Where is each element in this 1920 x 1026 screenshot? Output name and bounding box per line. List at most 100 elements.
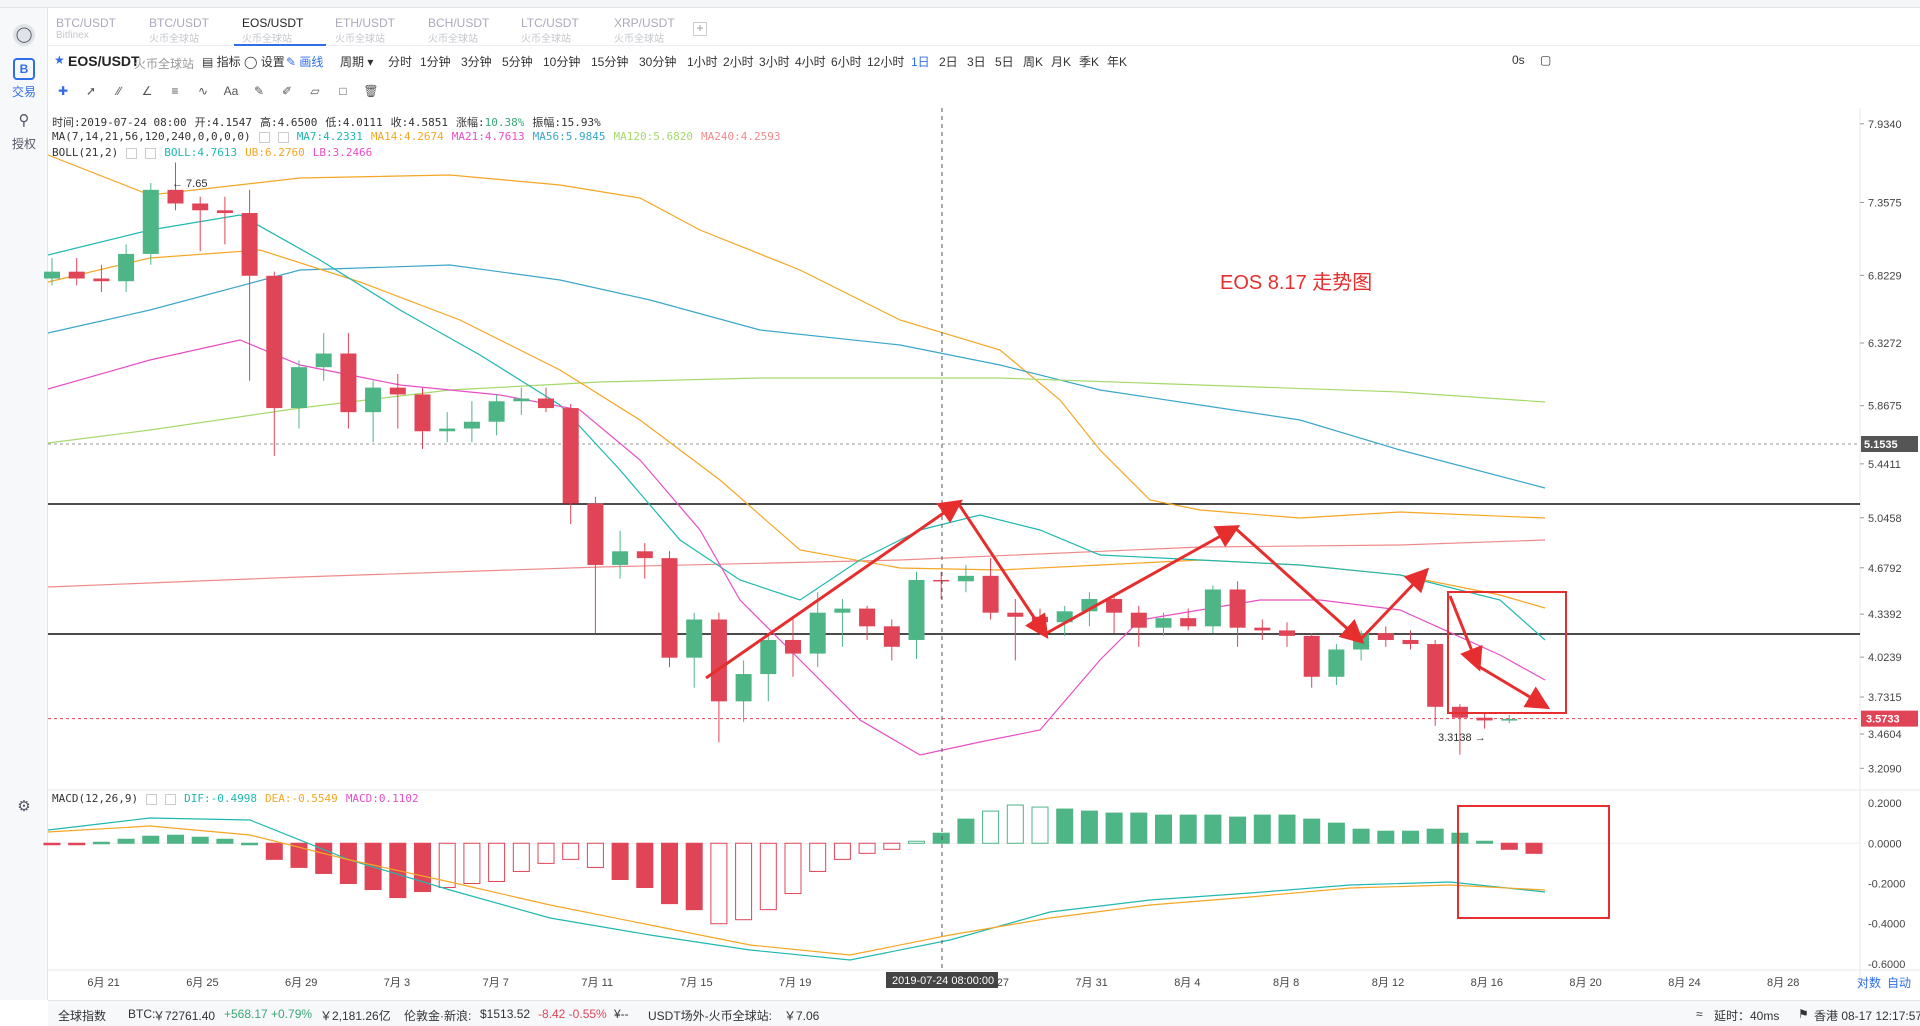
highlight-box-macd[interactable] bbox=[1457, 805, 1610, 919]
candle-body[interactable] bbox=[538, 398, 554, 409]
tab-eos-usdt-2[interactable]: EOS/USDT 火币全球站 bbox=[234, 10, 326, 46]
period-0[interactable]: 分时 bbox=[388, 55, 413, 69]
candle-body[interactable] bbox=[118, 253, 135, 282]
candle-body[interactable] bbox=[439, 428, 456, 432]
candle-body[interactable] bbox=[908, 579, 925, 640]
candle-body[interactable] bbox=[93, 278, 110, 282]
candle-body[interactable] bbox=[266, 275, 283, 409]
settings-button[interactable]: ◯ 设置 bbox=[244, 55, 285, 69]
period-6[interactable]: 30分钟 bbox=[639, 55, 677, 69]
candle-body[interactable] bbox=[1229, 589, 1246, 628]
candle-body[interactable] bbox=[686, 619, 703, 658]
candle-body[interactable] bbox=[463, 421, 480, 429]
candle-body[interactable] bbox=[1056, 611, 1073, 623]
candle-body[interactable] bbox=[241, 213, 258, 276]
add-tab-button[interactable]: + bbox=[693, 22, 707, 36]
period-14[interactable]: 2日 bbox=[939, 55, 958, 69]
candle-body[interactable] bbox=[389, 387, 406, 395]
period-13[interactable]: 1日 bbox=[911, 55, 930, 69]
candle-body[interactable] bbox=[785, 639, 801, 654]
candle-body[interactable] bbox=[1130, 612, 1147, 628]
trend-arrow[interactable] bbox=[1233, 526, 1365, 645]
candle-body[interactable] bbox=[982, 575, 999, 613]
candle-body[interactable] bbox=[933, 579, 950, 582]
candle-body[interactable] bbox=[1279, 630, 1295, 636]
candle-body[interactable] bbox=[760, 639, 777, 675]
period-15[interactable]: 3日 bbox=[967, 55, 986, 69]
parallel-lines-icon[interactable]: ∕∕ bbox=[116, 84, 121, 98]
magnet-icon[interactable]: ▱ bbox=[310, 84, 320, 98]
candle-body[interactable] bbox=[291, 367, 307, 409]
candle-body[interactable] bbox=[68, 271, 85, 279]
crosshair-icon[interactable]: ✚ bbox=[57, 84, 69, 98]
candle-body[interactable] bbox=[587, 503, 604, 565]
tab-bch-usdt-4[interactable]: BCH/USDT 火币全球站 bbox=[420, 10, 512, 46]
candle-body[interactable] bbox=[661, 558, 678, 658]
candle-body[interactable] bbox=[1155, 618, 1172, 628]
period-20[interactable]: 年K bbox=[1107, 55, 1128, 69]
candle-body[interactable] bbox=[1007, 612, 1024, 617]
boll-eye-icon[interactable] bbox=[126, 147, 138, 159]
candle-body[interactable] bbox=[513, 398, 530, 402]
candle-body[interactable] bbox=[1501, 719, 1518, 721]
candle-body[interactable] bbox=[735, 674, 752, 702]
candle-body[interactable] bbox=[1328, 649, 1345, 677]
boll-close-icon[interactable] bbox=[145, 147, 157, 159]
candle-body[interactable] bbox=[1402, 639, 1419, 645]
tab-xrp-usdt-6[interactable]: XRP/USDT 火币全球站 bbox=[606, 10, 698, 46]
period-18[interactable]: 月K bbox=[1051, 55, 1072, 69]
lock-icon[interactable]: □ bbox=[339, 84, 347, 98]
trendline-icon[interactable]: ➚ bbox=[85, 84, 97, 98]
fibonacci-icon[interactable]: ≡ bbox=[171, 84, 179, 98]
candle-body[interactable] bbox=[1180, 618, 1197, 627]
indicator-button[interactable]: ▤ 指标 bbox=[202, 55, 241, 69]
period-16[interactable]: 5日 bbox=[995, 55, 1014, 69]
candle-body[interactable] bbox=[414, 394, 431, 432]
favorite-star-icon[interactable]: ★ bbox=[54, 53, 65, 67]
nav-trade[interactable]: B 交易 bbox=[0, 58, 48, 100]
candle-body[interactable] bbox=[340, 353, 357, 413]
candle-body[interactable] bbox=[1254, 627, 1271, 631]
period-4[interactable]: 10分钟 bbox=[543, 55, 581, 69]
candle-body[interactable] bbox=[1303, 635, 1320, 677]
period-1[interactable]: 1分钟 bbox=[420, 55, 451, 69]
candle-body[interactable] bbox=[809, 612, 826, 654]
period-3[interactable]: 5分钟 bbox=[502, 55, 533, 69]
candle-body[interactable] bbox=[883, 626, 900, 647]
candle-body[interactable] bbox=[216, 210, 233, 214]
tab-ltc-usdt-5[interactable]: LTC/USDT 火币全球站 bbox=[513, 10, 605, 46]
macd-eye-icon[interactable] bbox=[146, 793, 158, 805]
candle-body[interactable] bbox=[859, 608, 876, 627]
wave-icon[interactable]: ∿ bbox=[197, 84, 209, 98]
tab-btc-usdt-0[interactable]: BTC/USDT Bitfinex bbox=[48, 10, 140, 46]
log-scale-toggle[interactable]: 对数 bbox=[1857, 976, 1882, 990]
candle-body[interactable] bbox=[1204, 589, 1221, 627]
period-5[interactable]: 15分钟 bbox=[591, 55, 629, 69]
ruler-icon[interactable]: ✎ bbox=[253, 84, 265, 98]
period-7[interactable]: 1小时 bbox=[687, 55, 718, 69]
text-tool-icon[interactable]: Aa bbox=[223, 84, 239, 98]
macd-close-icon[interactable] bbox=[165, 793, 177, 805]
brush-icon[interactable]: ✐ bbox=[281, 84, 293, 98]
candle-body[interactable] bbox=[636, 551, 653, 559]
candle-body[interactable] bbox=[488, 401, 505, 422]
candle-body[interactable] bbox=[1377, 633, 1394, 640]
trend-arrow[interactable] bbox=[1358, 567, 1430, 642]
candle-body[interactable] bbox=[710, 619, 727, 702]
period-11[interactable]: 6小时 bbox=[831, 55, 862, 69]
angle-icon[interactable]: ∠ bbox=[141, 84, 153, 98]
drawing-button[interactable]: ✎ 画线 bbox=[286, 55, 324, 69]
price-chart[interactable]: 7.9340 7.3575 6.8229 6.3272 5.8675 5.4411 5.04… bbox=[0, 0, 1920, 1000]
candle-body[interactable] bbox=[167, 189, 184, 204]
candle-body[interactable] bbox=[1106, 599, 1123, 613]
ma-eye-icon[interactable] bbox=[258, 131, 270, 143]
trend-arrow[interactable] bbox=[1477, 664, 1551, 710]
candle-body[interactable] bbox=[957, 575, 974, 582]
pair-title[interactable]: EOS/USDT bbox=[68, 53, 140, 69]
globe-icon[interactable]: ◯ bbox=[0, 24, 48, 49]
period-dropdown[interactable]: 周期 ▾ bbox=[340, 55, 374, 69]
period-17[interactable]: 周K bbox=[1023, 55, 1044, 69]
period-19[interactable]: 季K bbox=[1079, 55, 1100, 69]
trend-arrow[interactable] bbox=[956, 502, 1049, 639]
global-index[interactable]: 全球指数 bbox=[58, 1009, 107, 1023]
